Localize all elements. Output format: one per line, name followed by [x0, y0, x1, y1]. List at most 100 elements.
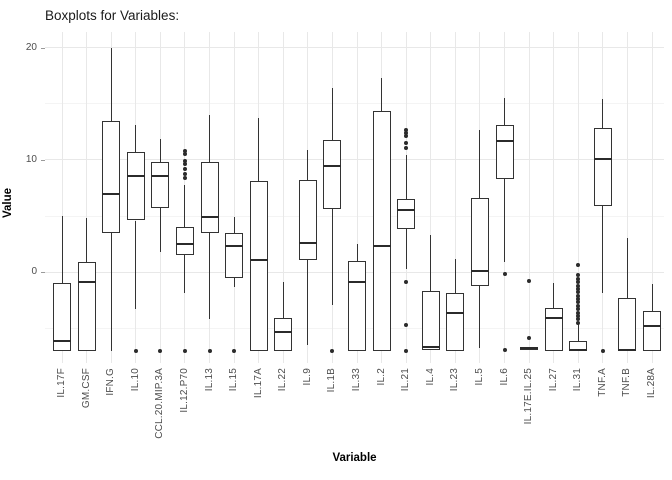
outlier-dot-IL.21 [404, 130, 409, 135]
whisker-line-lower-IL.1B [331, 209, 333, 305]
y-tick-mark [41, 159, 45, 161]
x-tick-label-IL.13: IL.13 [203, 368, 215, 392]
box-IL.5 [470, 198, 489, 286]
box-IL.10 [126, 152, 145, 221]
whisker-line-lower-IL.10 [135, 220, 137, 310]
gridline-category [528, 32, 530, 363]
outlier-dot-IL.13 [207, 348, 212, 353]
outlier-dot-IL.15 [232, 348, 237, 353]
median-line-IL.5 [470, 269, 489, 272]
whisker-line-lower-IL.13 [209, 232, 210, 320]
whisker-line-lower-IL.5 [479, 285, 481, 349]
whisker-line-lower-IL.9 [307, 259, 309, 346]
outlier-dot-TNF.A [600, 348, 605, 353]
x-tick-label-IL.21: IL.21 [400, 368, 412, 392]
whisker-line-upper-IL.21 [405, 155, 407, 200]
outlier-dot-IL.12.P70 [182, 148, 187, 153]
median-line-IL.17F [53, 339, 71, 342]
x-tick-label-IL.4: IL.4 [424, 368, 436, 386]
outlier-dot-IL.21 [404, 322, 409, 327]
box-IL.4 [421, 291, 440, 350]
plot-panel [45, 32, 664, 363]
outlier-dot-CCL.20.MIP.3A [158, 348, 163, 353]
y-tick-mark [41, 47, 45, 49]
outlier-dot-IL.31 [576, 280, 581, 285]
outlier-dot-IL.12.P70 [182, 162, 187, 167]
outlier-dot-IL.31 [576, 273, 581, 278]
outlier-dot-IL.31 [576, 286, 581, 291]
outlier-dot-IL.1B [330, 348, 335, 353]
outlier-dot-IL.12.P70 [182, 166, 187, 171]
median-line-IL.33 [348, 281, 366, 284]
whisker-line-lower-IL.12.P70 [184, 255, 186, 294]
outlier-dot-IL.31 [576, 307, 581, 312]
gridline-category [651, 32, 653, 363]
median-line-GM.CSF [77, 281, 96, 284]
x-tick-label-IL.2: IL.2 [375, 368, 387, 386]
gridline-category [356, 32, 358, 363]
outlier-dot-IL.21 [404, 348, 409, 353]
box-TNF.B [618, 297, 637, 351]
median-line-IL.10 [126, 174, 145, 177]
median-line-IL.31 [569, 348, 588, 351]
x-tick-label-IL.17E.IL.25: IL.17E.IL.25 [523, 368, 535, 425]
gridline-category [282, 32, 284, 363]
box-IL.2 [372, 110, 391, 351]
gridline-category [430, 32, 432, 363]
x-tick-label-CCL.20.MIP.3A: CCL.20.MIP.3A [154, 368, 166, 439]
median-line-IL.1B [323, 164, 342, 167]
outlier-dot-IL.31 [576, 300, 581, 305]
median-line-IL.15 [225, 245, 244, 248]
median-line-IL.27 [544, 317, 563, 320]
x-tick-label-TNF.A: TNF.A [596, 368, 608, 397]
gridline-category [86, 32, 88, 363]
outlier-dot-IL.21 [404, 127, 409, 132]
box-IL.6 [495, 125, 514, 179]
median-line-IL.4 [421, 346, 440, 349]
outlier-dot-IL.31 [576, 293, 581, 298]
x-tick-label-IL.12.P70: IL.12.P70 [178, 368, 190, 413]
x-tick-label-GM.CSF: GM.CSF [80, 368, 92, 409]
x-tick-label-IL.5: IL.5 [473, 368, 485, 386]
median-line-TNF.A [593, 157, 612, 160]
median-line-IL.21 [397, 209, 416, 212]
median-line-IFN.G [102, 192, 121, 195]
gridline-category [233, 32, 235, 363]
whisker-line-upper-IL.22 [282, 282, 284, 319]
whisker-line-upper-IL.10 [135, 125, 137, 153]
outlier-dot-IL.31 [576, 297, 581, 302]
median-line-IL.17A [249, 258, 268, 261]
outlier-dot-IL.17E.IL.25 [527, 336, 532, 341]
outlier-dot-IL.21 [404, 145, 409, 150]
whisker-line-upper-IL.13 [209, 115, 210, 163]
x-tick-label-IL.15: IL.15 [228, 368, 240, 392]
median-line-IL.9 [298, 241, 317, 244]
whisker-line-lower-IL.21 [405, 229, 407, 269]
gridline-category [577, 32, 579, 363]
box-IL.15 [225, 232, 244, 278]
whisker-line-upper-IL.17F [61, 216, 63, 284]
gridline-major [45, 47, 664, 49]
whisker-line-upper-IL.1B [331, 88, 333, 140]
box-TNF.A [593, 128, 612, 206]
outlier-dot-IL.12.P70 [182, 159, 187, 164]
outlier-dot-IL.21 [404, 280, 409, 285]
outlier-dot-IL.17E.IL.25 [527, 279, 532, 284]
plot-title: Boxplots for Variables: [45, 8, 180, 23]
whisker-line-upper-IL.12.P70 [184, 184, 186, 228]
whisker-line-upper-CCL.20.MIP.3A [159, 138, 161, 163]
x-tick-label-IL.10: IL.10 [129, 368, 141, 392]
box-IL.12.P70 [175, 227, 194, 256]
outlier-dot-IL.31 [576, 303, 581, 308]
outlier-dot-IL.6 [502, 347, 507, 352]
box-GM.CSF [77, 262, 96, 351]
x-tick-label-IL.22: IL.22 [277, 368, 289, 392]
whisker-line-lower-CCL.20.MIP.3A [159, 208, 161, 252]
x-axis-title: Variable [332, 452, 377, 464]
box-IFN.G [102, 120, 121, 233]
median-line-IL.13 [200, 216, 219, 219]
outlier-dot-IL.12.P70 [182, 175, 187, 180]
x-tick-label-IL.9: IL.9 [301, 368, 313, 386]
outlier-dot-IL.31 [576, 290, 581, 295]
whisker-line-upper-IL.28A [651, 284, 653, 312]
